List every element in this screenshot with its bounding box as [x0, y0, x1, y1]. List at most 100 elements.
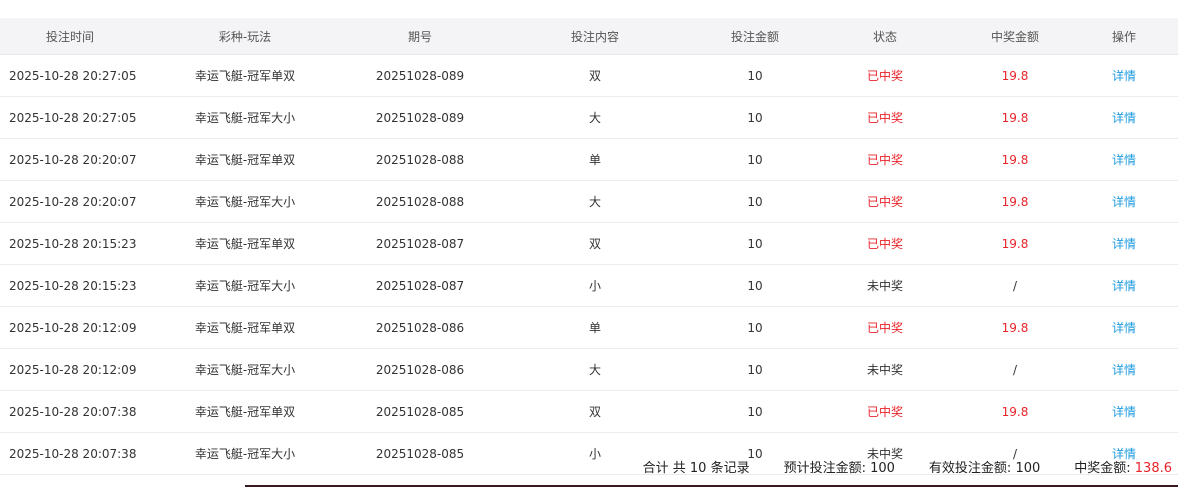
cell-amount: 10: [700, 222, 810, 265]
cell-content: 小: [490, 264, 700, 307]
table-row: 2025-10-28 20:27:05 幸运飞艇-冠军单双 20251028-089…: [0, 54, 1178, 97]
cell-status: 已中奖: [810, 306, 960, 349]
cell-time: 2025-10-28 20:12:09: [0, 306, 140, 349]
cell-time: 2025-10-28 20:12:09: [0, 348, 140, 391]
details-link[interactable]: 详情: [1070, 54, 1178, 97]
column-header: 彩种-玩法: [140, 18, 350, 55]
table-row: 2025-10-28 20:07:38 幸运飞艇-冠军单双 20251028-085…: [0, 390, 1178, 433]
cell-status: 未中奖: [810, 432, 960, 475]
cell-win: 19.8: [960, 54, 1070, 97]
cell-time: 2025-10-28 20:07:38: [0, 390, 140, 433]
details-link[interactable]: 详情: [1070, 264, 1178, 307]
cell-issue: 20251028-087: [350, 222, 490, 265]
cell-amount: 10: [700, 96, 810, 139]
valid-bet-amount: 有效投注金额: 100: [928, 461, 1041, 476]
cell-time: 2025-10-28 20:20:07: [0, 138, 140, 181]
cell-issue: 20251028-085: [350, 432, 490, 475]
cell-win: 19.8: [960, 306, 1070, 349]
table-row: 2025-10-28 20:15:23 幸运飞艇-冠军单双 20251028-087…: [0, 222, 1178, 265]
table-row: 2025-10-28 20:15:23 幸运飞艇-冠军大小 20251028-087…: [0, 264, 1178, 307]
details-link[interactable]: 详情: [1070, 390, 1178, 433]
cell-amount: 10: [700, 306, 810, 349]
cell-amount: 10: [700, 180, 810, 223]
record-count: 合计 共 10 条记录: [642, 461, 750, 476]
cell-game: 幸运飞艇-冠军大小: [140, 432, 350, 475]
cell-amount: 10: [700, 390, 810, 433]
cell-amount: 10: [700, 264, 810, 307]
cell-issue: 20251028-088: [350, 138, 490, 181]
cell-game: 幸运飞艇-冠军单双: [140, 54, 350, 97]
cell-game: 幸运飞艇-冠军单双: [140, 222, 350, 265]
cell-status: 已中奖: [810, 180, 960, 223]
cell-win: 19.8: [960, 222, 1070, 265]
cell-game: 幸运飞艇-冠军单双: [140, 138, 350, 181]
cell-win: 19.8: [960, 138, 1070, 181]
cell-amount: 10: [700, 138, 810, 181]
cell-time: 2025-10-28 20:27:05: [0, 54, 140, 97]
cell-content: 大: [490, 348, 700, 391]
cell-content: 单: [490, 306, 700, 349]
cell-time: 2025-10-28 20:07:38: [0, 432, 140, 475]
cell-status: 已中奖: [810, 54, 960, 97]
table-header: 投注时间 彩种-玩法 期号 投注内容 投注金额 状态 中奖金额 操作: [0, 18, 1178, 55]
details-link[interactable]: 详情: [1070, 222, 1178, 265]
cell-time: 2025-10-28 20:20:07: [0, 180, 140, 223]
details-link[interactable]: 详情: [1070, 180, 1178, 223]
cell-time: 2025-10-28 20:15:23: [0, 264, 140, 307]
cell-amount: 10: [700, 54, 810, 97]
cell-content: 大: [490, 180, 700, 223]
column-header: 投注金额: [700, 18, 810, 55]
cell-win: /: [960, 264, 1070, 307]
cell-win: 19.8: [960, 180, 1070, 223]
cell-game: 幸运飞艇-冠军单双: [140, 390, 350, 433]
table-row: 2025-10-28 20:20:07 幸运飞艇-冠军大小 20251028-088…: [0, 180, 1178, 223]
details-link[interactable]: 详情: [1070, 96, 1178, 139]
column-header: 中奖金额: [960, 18, 1070, 55]
summary-footer: 合计 共 10 条记录 预计投注金额: 100 有效投注金额: 100 中奖金额…: [643, 457, 1178, 476]
table-row: 2025-10-28 20:07:38 幸运飞艇-冠军大小 20251028-085…: [0, 432, 1178, 475]
cell-game: 幸运飞艇-冠军大小: [140, 180, 350, 223]
cell-game: 幸运飞艇-冠军大小: [140, 96, 350, 139]
cell-content: 大: [490, 96, 700, 139]
column-header: 投注内容: [490, 18, 700, 55]
column-header: 操作: [1070, 18, 1178, 55]
details-link[interactable]: 详情: [1070, 138, 1178, 181]
cell-win: /: [960, 348, 1070, 391]
win-amount-total: 中奖金额: 138.6: [1074, 461, 1172, 476]
column-header: 期号: [350, 18, 490, 55]
column-header: 状态: [810, 18, 960, 55]
cell-time: 2025-10-28 20:27:05: [0, 96, 140, 139]
cell-status: 未中奖: [810, 348, 960, 391]
cell-content: 双: [490, 390, 700, 433]
cell-status: 已中奖: [810, 222, 960, 265]
bottom-divider: [245, 485, 1178, 487]
details-link[interactable]: 详情: [1070, 306, 1178, 349]
details-link[interactable]: 详情: [1070, 348, 1178, 391]
column-header: 投注时间: [0, 18, 140, 55]
cell-content: 双: [490, 222, 700, 265]
cell-issue: 20251028-087: [350, 264, 490, 307]
cell-win: /: [960, 432, 1070, 475]
cell-win: 19.8: [960, 96, 1070, 139]
cell-status: 已中奖: [810, 138, 960, 181]
cell-issue: 20251028-086: [350, 348, 490, 391]
cell-issue: 20251028-085: [350, 390, 490, 433]
bet-records-table: 投注时间 彩种-玩法 期号 投注内容 投注金额 状态 中奖金额 操作 2025-10-28 2…: [0, 18, 1178, 475]
cell-issue: 20251028-089: [350, 96, 490, 139]
cell-issue: 20251028-086: [350, 306, 490, 349]
table-row: 2025-10-28 20:12:09 幸运飞艇-冠军单双 20251028-086…: [0, 306, 1178, 349]
cell-game: 幸运飞艇-冠军大小: [140, 348, 350, 391]
cell-game: 幸运飞艇-冠军大小: [140, 264, 350, 307]
table-row: 2025-10-28 20:20:07 幸运飞艇-冠军单双 20251028-088…: [0, 138, 1178, 181]
cell-status: 已中奖: [810, 390, 960, 433]
cell-issue: 20251028-089: [350, 54, 490, 97]
cell-content: 小: [490, 432, 700, 475]
cell-game: 幸运飞艇-冠军单双: [140, 306, 350, 349]
table-row: 2025-10-28 20:12:09 幸运飞艇-冠军大小 20251028-086…: [0, 348, 1178, 391]
cell-issue: 20251028-088: [350, 180, 490, 223]
details-link[interactable]: 详情: [1070, 432, 1178, 475]
cell-content: 双: [490, 54, 700, 97]
cell-win: 19.8: [960, 390, 1070, 433]
cell-amount: 10: [700, 348, 810, 391]
cell-status: 已中奖: [810, 96, 960, 139]
